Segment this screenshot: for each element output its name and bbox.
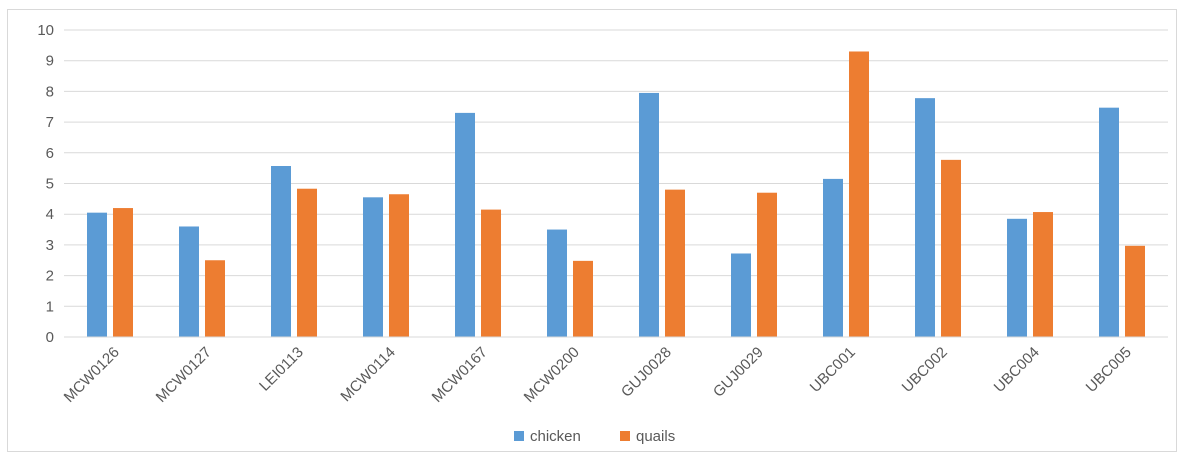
legend-label-chicken: chicken	[530, 428, 581, 445]
bar-quails-guj0028	[665, 189, 685, 337]
x-tick-label: UBC001	[807, 344, 859, 396]
legend-item-chicken: chicken	[514, 428, 581, 445]
bar-chicken-ubc002	[915, 98, 935, 338]
bar-quails-mcw0126	[113, 208, 133, 337]
bar-quails-mcw0167	[481, 209, 501, 337]
y-tick-label: 6	[46, 145, 54, 162]
y-tick-label: 1	[46, 298, 54, 315]
x-tick-label: MCW0127	[153, 344, 215, 406]
bar-chicken-guj0028	[639, 92, 659, 337]
y-tick-label: 3	[46, 237, 54, 254]
bar-quails-ubc005	[1125, 245, 1145, 337]
y-tick-label: 7	[46, 114, 54, 131]
gridlines	[64, 29, 1168, 307]
y-tick-label: 4	[46, 206, 54, 223]
bar-quails-ubc002	[941, 159, 961, 337]
bar-chicken-mcw0200	[547, 229, 567, 337]
x-tick-label: UBC004	[991, 344, 1043, 396]
y-tick-label: 9	[46, 53, 54, 70]
bar-chicken-mcw0126	[87, 212, 107, 337]
bar-chicken-mcw0114	[363, 197, 383, 337]
bar-quails-guj0029	[757, 192, 777, 337]
legend-swatch-quails	[620, 431, 630, 441]
y-tick-label: 5	[46, 176, 54, 193]
x-tick-label: GUJ0029	[710, 344, 767, 401]
bar-chicken-mcw0167	[455, 112, 475, 337]
x-tick-label: MCW0200	[521, 344, 583, 406]
x-tick-label: UBC002	[899, 344, 951, 396]
y-tick-label: 0	[46, 329, 54, 346]
x-tick-label: MCW0126	[61, 344, 123, 406]
bar-chart: 0 1 2 3 4 5 6 7 8 9 10 MCW0126 MCW0127 LEI0113 MCW011…	[37, 22, 1168, 445]
bar-quails-ubc004	[1033, 212, 1053, 337]
bar-chicken-mcw0127	[179, 226, 199, 337]
y-axis-ticks: 0 1 2 3 4 5 6 7 8 9 10	[37, 22, 54, 346]
chart-container: 0 1 2 3 4 5 6 7 8 9 10 MCW0126 MCW0127 LEI0113 MCW011…	[7, 9, 1177, 452]
legend-swatch-chicken	[514, 431, 524, 441]
x-tick-label: LEI0113	[256, 344, 307, 395]
bar-quails-lei0113	[297, 188, 317, 337]
y-tick-label: 2	[46, 268, 54, 285]
bar-chicken-ubc005	[1099, 107, 1119, 338]
bar-chicken-ubc001	[823, 178, 843, 337]
bar-chicken-ubc004	[1007, 218, 1027, 337]
bar-quails-ubc001	[849, 51, 869, 338]
legend: chicken quails	[514, 428, 675, 445]
bar-quails-mcw0127	[205, 260, 225, 337]
bar-chicken-lei0113	[271, 166, 291, 337]
bars	[87, 51, 1145, 338]
x-tick-label: UBC005	[1083, 344, 1135, 396]
legend-item-quails: quails	[620, 428, 675, 445]
bar-chicken-guj0029	[731, 253, 751, 337]
bar-quails-mcw0114	[389, 194, 409, 337]
x-axis-ticks: MCW0126 MCW0127 LEI0113 MCW0114 MCW0167 MCW02…	[61, 344, 1135, 406]
y-tick-label: 10	[37, 22, 54, 39]
y-tick-label: 8	[46, 83, 54, 100]
x-tick-label: GUJ0028	[618, 344, 675, 401]
x-tick-label: MCW0167	[429, 344, 491, 406]
bar-quails-mcw0200	[573, 260, 593, 337]
legend-label-quails: quails	[636, 428, 675, 445]
x-tick-label: MCW0114	[337, 344, 398, 405]
